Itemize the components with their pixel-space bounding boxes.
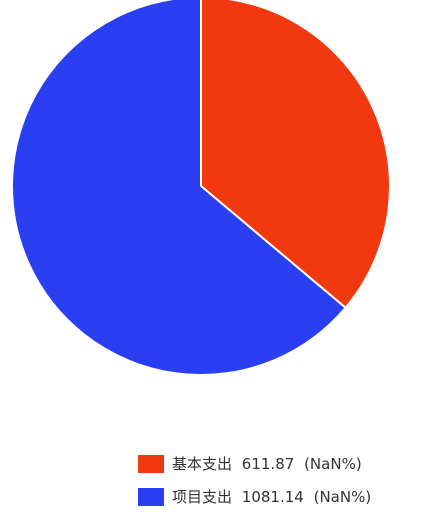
legend-label-basic: 基本支出 [172,455,233,473]
legend-item-project[interactable]: 项目支出 1081.14 (NaN%) [138,488,371,506]
legend-swatch-project [138,488,164,506]
legend: 基本支出 611.87 (NaN%) 项目支出 1081.14 (NaN%) [138,455,371,521]
legend-value-basic: 611.87 [241,455,295,473]
legend-label-project: 项目支出 [172,488,233,506]
pie-plot [11,0,391,376]
legend-text-basic: 基本支出 611.87 (NaN%) [172,455,362,473]
pie-slice-project[interactable] [11,0,347,376]
legend-swatch-basic [138,455,164,473]
legend-value-project: 1081.14 [241,488,304,506]
legend-percent-project: (NaN%) [313,488,372,506]
legend-percent-basic: (NaN%) [304,455,362,473]
legend-item-basic[interactable]: 基本支出 611.87 (NaN%) [138,455,371,473]
legend-text-project: 项目支出 1081.14 (NaN%) [172,488,371,506]
pie-slice-basic[interactable] [200,0,391,309]
